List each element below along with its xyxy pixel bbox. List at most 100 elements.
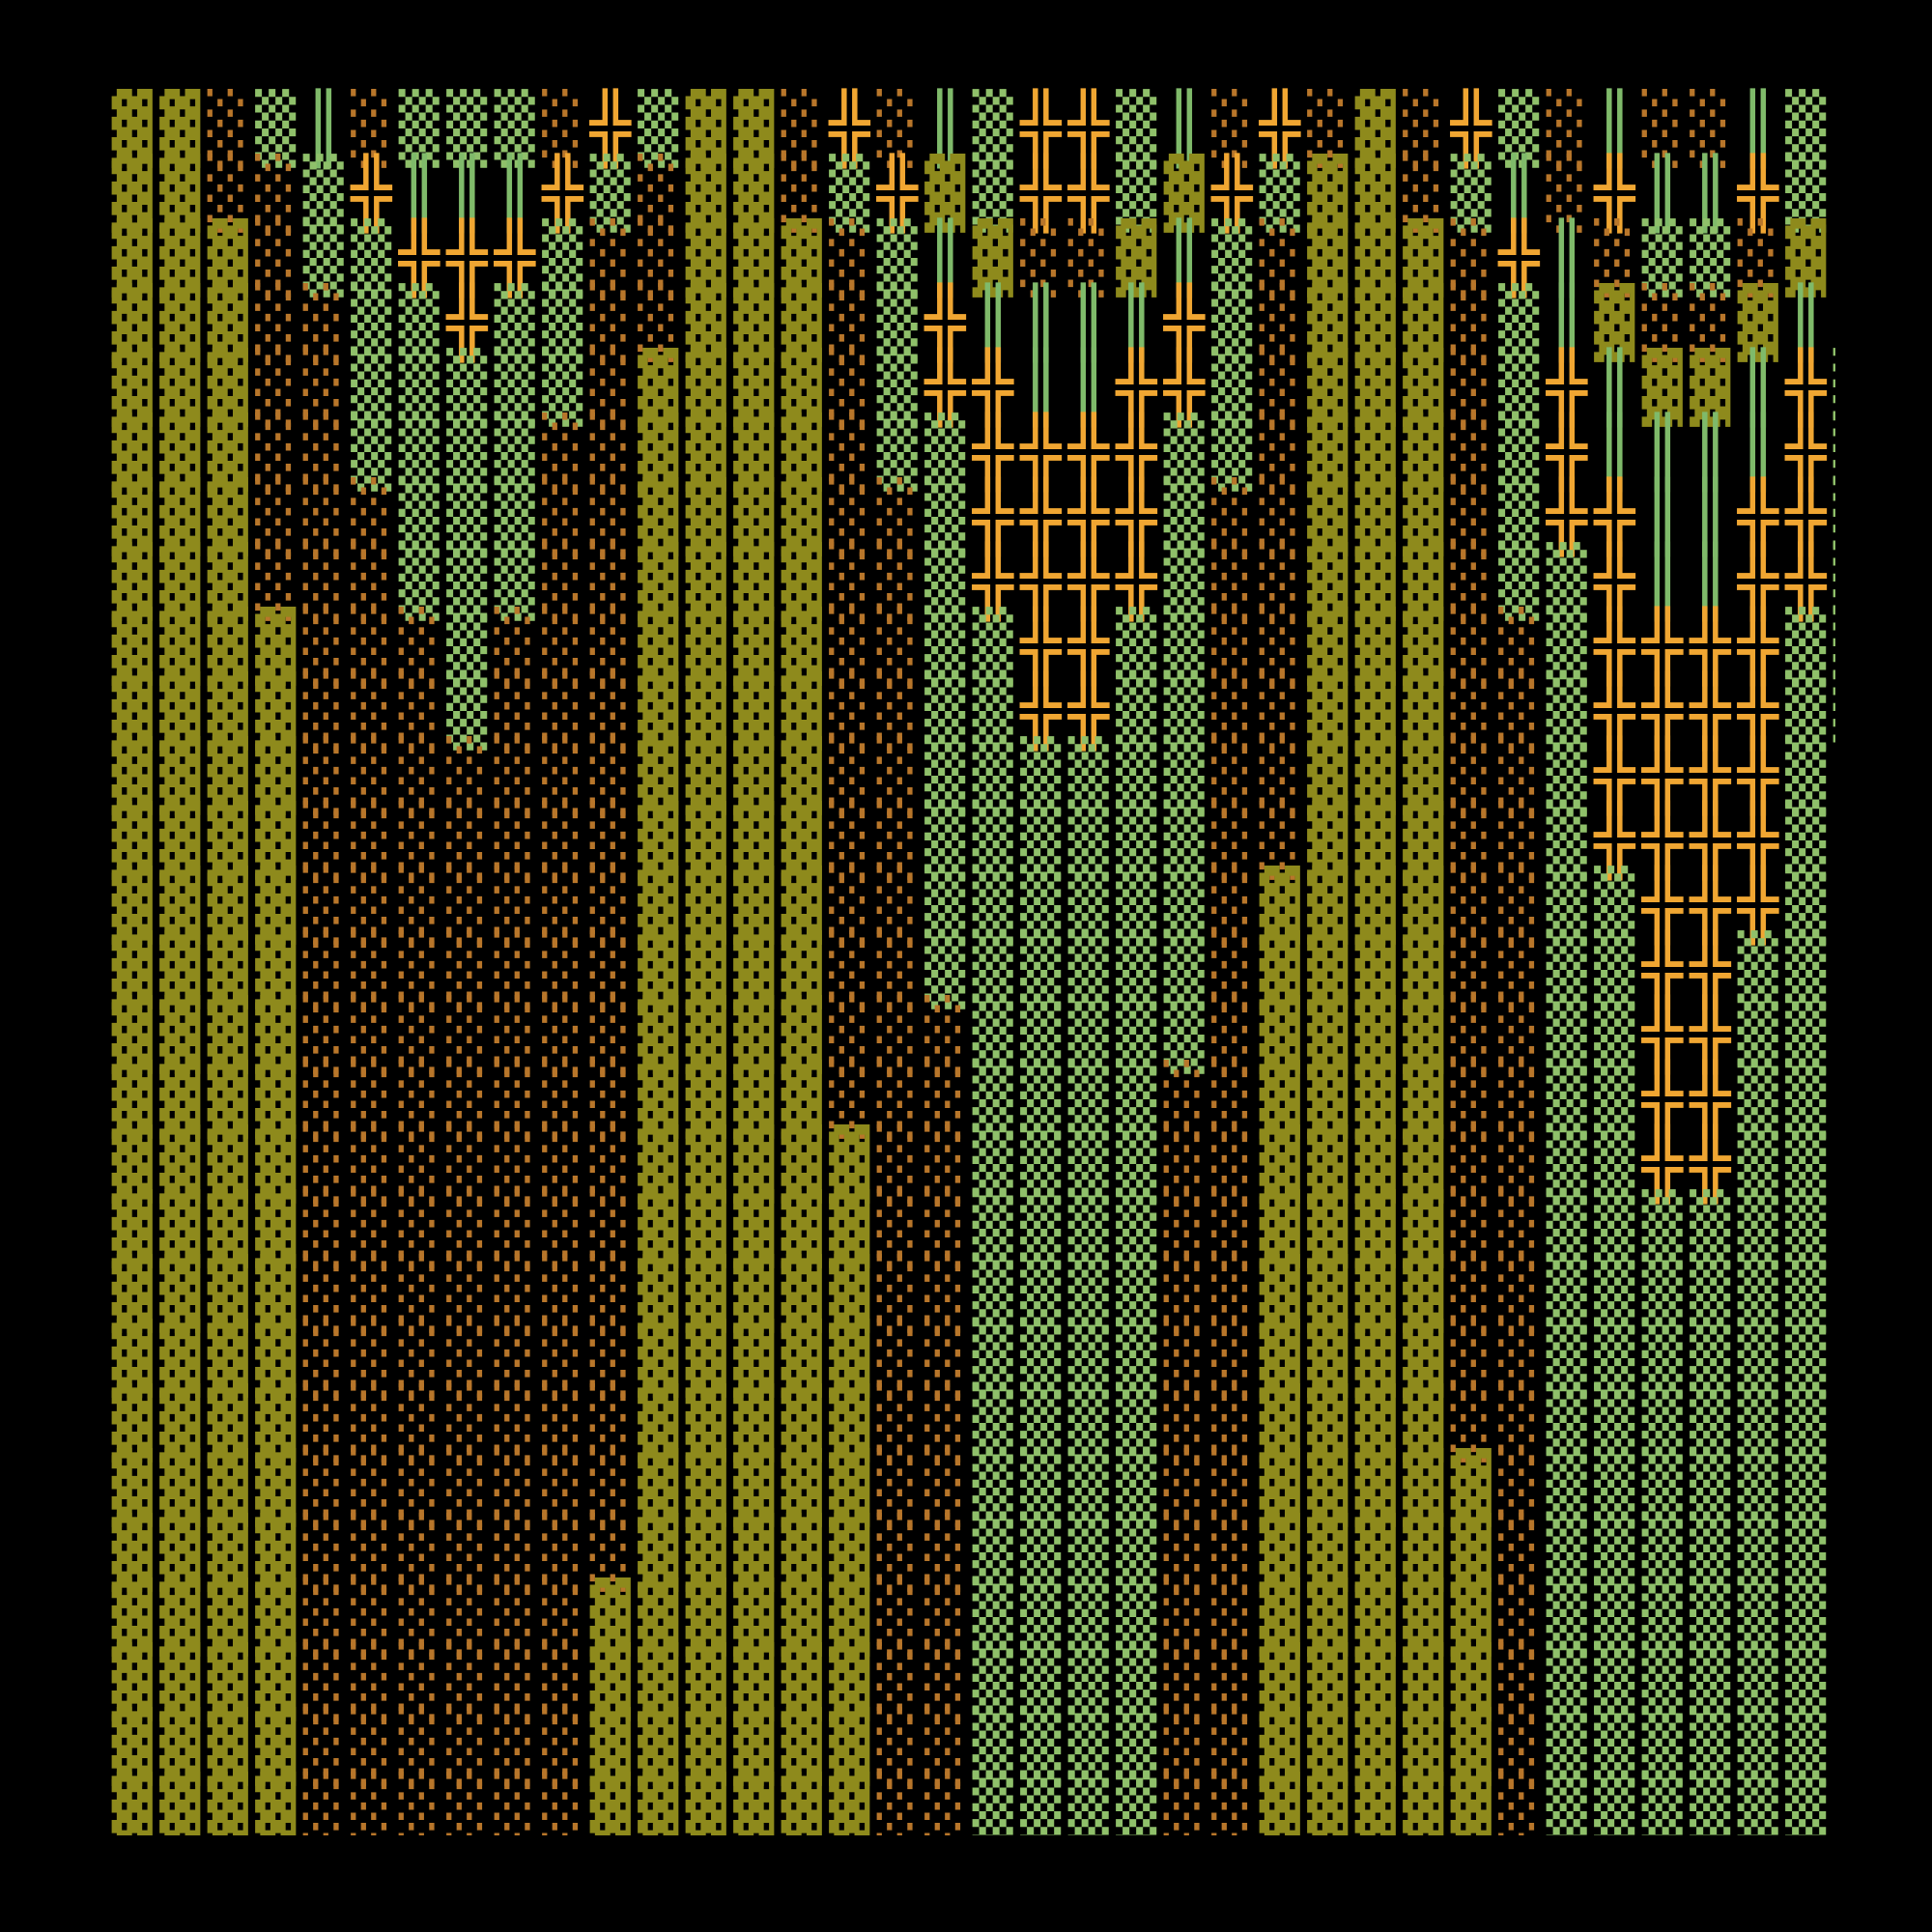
cell: ╬ [1020,477,1062,556]
cell: ░ [589,1189,631,1268]
cell: ╬ [876,154,918,233]
cell: ▓ [255,1513,297,1592]
cell: ░ [494,1513,535,1592]
cell: ▒ [1785,1707,1827,1786]
cell: ▒ [924,671,966,751]
cell: ▓ [255,1124,297,1204]
cell: ░ [589,542,631,621]
cell: ▓ [159,801,201,880]
cell: ▒ [1546,1707,1587,1786]
cell: ▒ [1594,930,1635,1009]
cell: ░ [876,1707,918,1786]
cell: ▓ [1403,1513,1444,1592]
cell: ░ [207,89,248,168]
cell: ▒ [1546,1448,1587,1527]
cell: ░ [924,1060,966,1139]
cell: ▓ [1785,218,1827,298]
cell: ░ [351,801,392,880]
cell: ░ [1403,89,1444,168]
cell: ▓ [1354,477,1396,556]
cell: ▒ [1546,1513,1587,1592]
cell: ╬ [1641,995,1683,1074]
cell: ▓ [781,348,822,427]
cell: ╬ [1690,1124,1731,1204]
cell: ▓ [159,995,201,1074]
cell: ▒ [1785,801,1827,880]
cell: ╬ [1020,671,1062,751]
cell: ▒ [398,477,440,556]
cell: ▓ [781,1642,822,1721]
cell: ░ [876,1060,918,1139]
cell: ▒ [1690,218,1731,298]
cell: ▓ [1403,542,1444,621]
cell: ▒ [1116,1642,1157,1721]
cell: ╬ [1641,930,1683,1009]
cell: ▓ [1354,1319,1396,1398]
cell: ▒ [494,348,535,427]
cell: ▓ [1307,542,1349,621]
cell: ░ [1450,477,1492,556]
cell: ░ [398,930,440,1009]
cell: ░ [924,1577,966,1657]
cell: ║ [1830,159,1835,227]
cell: ▓ [207,1254,248,1333]
cell: ▒ [1116,1060,1157,1139]
cell: ▓ [1307,477,1349,556]
cell: ▓ [638,1513,679,1592]
cell: ▒ [446,412,488,492]
cell: ░ [829,995,870,1074]
cell: ╬ [1594,671,1635,751]
cell: : [1830,936,1835,1004]
cell: ░ [876,1448,918,1527]
cell: ▒ [1690,1642,1731,1721]
cell: ▒ [1067,930,1109,1009]
cell: ░ [829,1060,870,1139]
cell: ░ [446,930,488,1009]
cell: ░ [302,1772,344,1835]
cell: ▓ [685,542,726,621]
cell: : [1830,224,1835,292]
cell: ▓ [685,1189,726,1268]
cell: ▓ [111,1707,153,1786]
cell: ░ [398,1383,440,1463]
cell: ▒ [542,283,583,362]
cell: ░ [876,801,918,880]
cell: ▓ [1354,736,1396,815]
cell: ░ [494,1448,535,1527]
cell: ▒ [494,283,535,362]
cell: ░ [351,477,392,556]
cell: ░ [1211,1448,1253,1527]
cell: ▒ [1116,671,1157,751]
cell: ▓ [1307,154,1349,233]
cell: ░ [876,89,918,168]
cell: ║ [1498,154,1540,233]
cell: ░ [1594,218,1635,298]
cell: ▓ [207,671,248,751]
cell: ▓ [255,1254,297,1333]
cell: ▓ [829,1513,870,1592]
cell: ▒ [972,1254,1013,1333]
cell: ▒ [1737,1772,1778,1835]
cell: ▓ [1354,1448,1396,1527]
cell: ▓ [781,1513,822,1592]
cell: ▒ [1546,736,1587,815]
cell: ▒ [398,542,440,621]
cell: ░ [1163,1254,1205,1333]
cell: ▓ [1307,1124,1349,1204]
cell: ░ [876,1642,918,1721]
cell: ░ [446,1707,488,1786]
cell: ║ [1641,154,1683,233]
cell: ▒ [1594,1577,1635,1657]
cell: ▒ [1737,1383,1778,1463]
cell: ▓ [1450,1513,1492,1592]
cell: ░ [1450,930,1492,1009]
cell: ░ [1259,477,1300,556]
cell: ░ [494,1060,535,1139]
cell: ░ [302,930,344,1009]
cell: ▒ [1116,1319,1157,1398]
cell: ▒ [1594,1060,1635,1139]
cell: ░ [542,930,583,1009]
cell: ▓ [207,1642,248,1721]
cell: ║ [1690,542,1731,621]
cell: ▒ [1067,1060,1109,1139]
